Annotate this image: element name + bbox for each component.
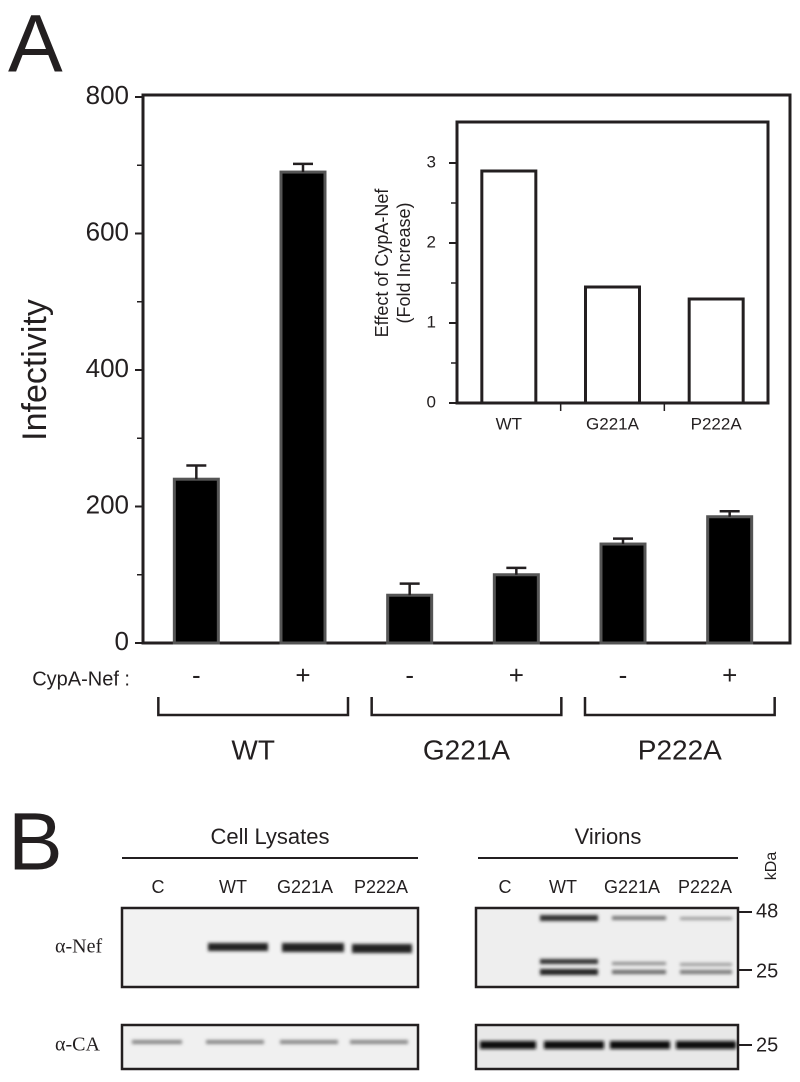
band [350, 1040, 408, 1044]
antibody-label: α-CA [55, 1034, 100, 1056]
x-tick-label: - [619, 660, 628, 690]
band [352, 944, 412, 953]
bar [172, 477, 220, 645]
marker-label: 25 [756, 1034, 778, 1056]
blot [120, 1023, 420, 1071]
x-tick-label: - [192, 660, 201, 690]
band [612, 916, 666, 920]
x-tick-label: + [509, 660, 524, 690]
y-tick-label: 400 [86, 353, 129, 383]
lane-label: G221A [277, 877, 333, 897]
x-tick-label: G221A [586, 414, 640, 433]
main-chart: 0 200 400 600 800 - + - + - + WT G221A P222A [86, 80, 776, 765]
y-tick-label: 0 [427, 392, 436, 411]
lane-label: G221A [604, 877, 660, 897]
unit-label: kDa [763, 852, 780, 881]
band [612, 962, 666, 965]
blot-title: Cell Lysates [210, 824, 329, 849]
band [480, 1041, 536, 1049]
x-tick-label: P222A [691, 414, 743, 433]
group-bracket [583, 697, 776, 717]
panel-label: B [8, 797, 63, 888]
lane-label: WT [549, 877, 577, 897]
bar [480, 169, 538, 405]
y-tick-label: 0 [115, 626, 129, 656]
band [280, 1040, 338, 1044]
band [540, 959, 598, 964]
group-label: P222A [638, 734, 722, 765]
band [612, 970, 666, 974]
y-tick-label: 1 [427, 312, 436, 331]
marker-label: 25 [756, 960, 778, 982]
panel-label: A [8, 0, 63, 90]
band [208, 943, 268, 951]
y-tick-label: 200 [86, 489, 129, 519]
group-bracket [157, 697, 350, 717]
lane-label: WT [219, 877, 247, 897]
x-tick-label: + [722, 660, 737, 690]
band [680, 963, 732, 966]
band [676, 1041, 736, 1049]
band [610, 1041, 670, 1049]
bar [687, 297, 745, 405]
y-tick-label: 3 [427, 152, 436, 171]
x-tick-label: - [405, 660, 414, 690]
x-tick-label: + [295, 660, 310, 690]
lane-label: C [152, 877, 165, 897]
band [282, 943, 344, 952]
blot-title: Virions [575, 824, 642, 849]
antibody-label: α-Nef [55, 936, 102, 958]
band [544, 1041, 604, 1049]
y-tick-label: 600 [86, 216, 129, 246]
y-tick-label: 2 [427, 232, 436, 251]
bar [492, 573, 540, 645]
x-tick-label: WT [496, 414, 522, 433]
bands [132, 915, 736, 1049]
band [132, 1040, 182, 1044]
band [206, 1040, 264, 1044]
lane-label: P222A [354, 877, 408, 897]
bar [279, 170, 327, 645]
row-label: CypA-Nef : [32, 668, 130, 690]
bar [599, 542, 647, 645]
group-label: WT [231, 734, 275, 765]
y-axis-label: (Fold Increase) [394, 202, 414, 323]
band [680, 970, 732, 974]
group-label: G221A [423, 734, 510, 765]
bar [706, 515, 754, 645]
bar [386, 593, 434, 645]
lane-label: P222A [678, 877, 732, 897]
y-axis-label: Infectivity [16, 299, 54, 441]
main-frame [141, 93, 792, 645]
y-axis-label: Effect of CypA-Nef [372, 188, 392, 338]
inset-chart: 0 1 2 3 WT G221A P222A Effect of CypA-Nef (Fold … [372, 152, 745, 433]
y-tick-label: 800 [86, 80, 129, 110]
band [540, 969, 598, 975]
band [680, 917, 732, 920]
group-bracket [370, 697, 563, 717]
lane-label: C [499, 877, 512, 897]
bar [584, 285, 641, 405]
marker-label: 48 [756, 900, 778, 922]
band [540, 915, 598, 921]
